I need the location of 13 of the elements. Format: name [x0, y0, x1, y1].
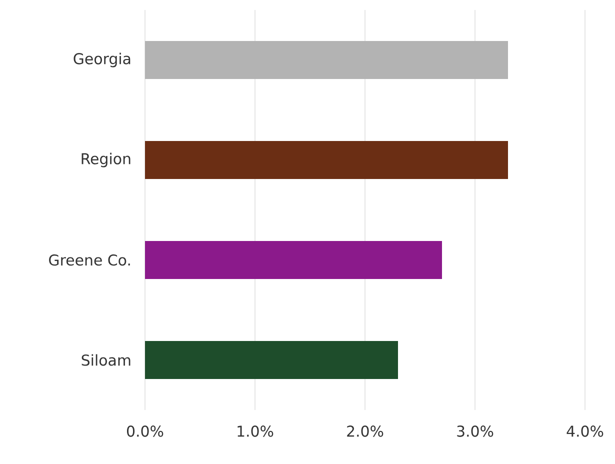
x-tick-label: 4.0% — [566, 426, 604, 437]
bar — [145, 41, 508, 79]
bar — [145, 141, 508, 179]
x-tick-label: 3.0% — [457, 426, 494, 437]
bar — [145, 341, 398, 379]
bar — [145, 241, 442, 279]
x-tick-label: 1.0% — [238, 426, 274, 437]
y-tick-label: Siloam — [82, 354, 130, 366]
y-tick-label: Georgia — [74, 52, 130, 68]
y-tick-label: Greene Co. — [49, 254, 130, 266]
x-tick-label: 0.0% — [127, 426, 164, 437]
y-tick-label: Region — [82, 152, 130, 168]
x-tick-label: 2.0% — [347, 426, 384, 437]
